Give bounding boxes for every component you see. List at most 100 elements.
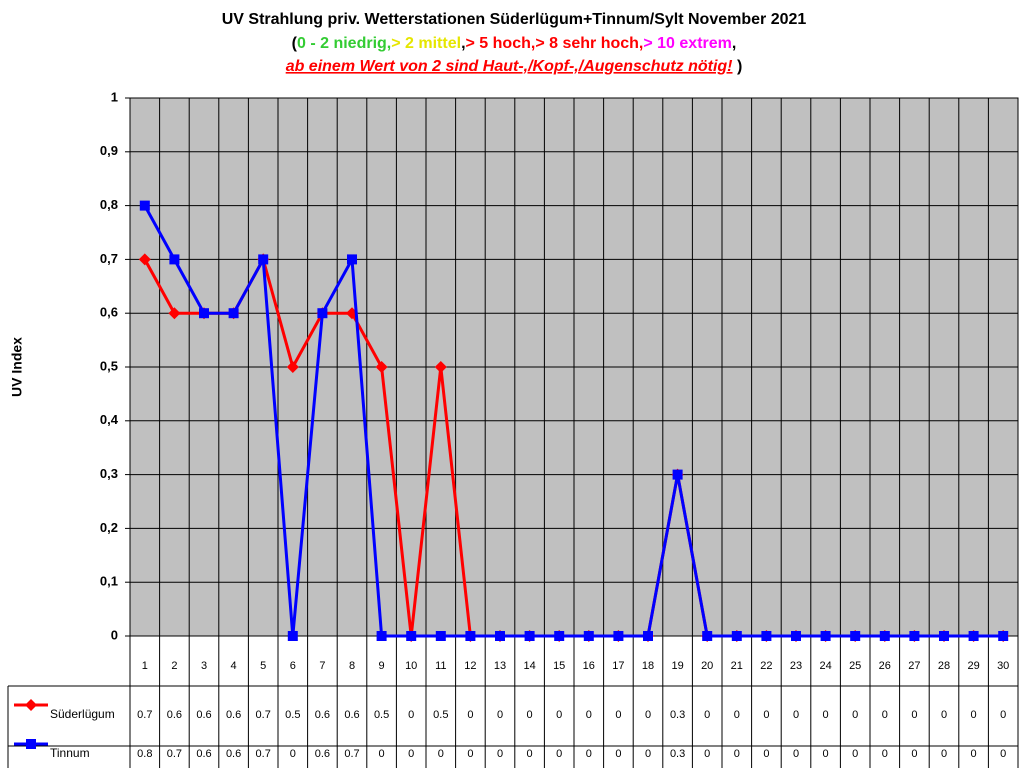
x-tick-label: 28 (938, 660, 950, 672)
table-value: 0 (734, 709, 740, 721)
table-value: 0 (852, 709, 858, 721)
y-tick-label: 0,7 (100, 251, 118, 266)
table-value: 0 (615, 748, 621, 760)
table-value: 0 (793, 709, 799, 721)
table-value: 0 (911, 748, 917, 760)
y-tick-label: 0,4 (100, 412, 119, 427)
y-tick-label: 0,8 (100, 197, 118, 212)
data-point (228, 308, 239, 319)
table-value: 0.6 (226, 709, 241, 721)
table-value: 0 (823, 748, 829, 760)
x-tick-label: 23 (790, 660, 802, 672)
subtitle: (0 - 2 niedrig,> 2 mittel,> 5 hoch,> 8 s… (292, 35, 737, 52)
table-value: 0.6 (315, 709, 330, 721)
table-value: 0 (793, 748, 799, 760)
x-tick-label: 21 (731, 660, 743, 672)
table-value: 0 (941, 709, 947, 721)
x-tick-label: 6 (290, 660, 296, 672)
data-point (168, 307, 181, 320)
subtitle-segment: > 2 mittel (391, 35, 461, 52)
x-tick-label: 26 (879, 660, 891, 672)
table-value: 0 (763, 709, 769, 721)
data-point (406, 631, 417, 641)
table-value: 0 (734, 748, 740, 760)
x-tick-label: 5 (260, 660, 266, 672)
table-value: 0 (645, 748, 651, 760)
x-tick-label: 15 (553, 660, 565, 672)
x-tick-label: 10 (405, 660, 417, 672)
y-tick-label: 1 (111, 89, 118, 104)
table-value: 0.3 (670, 709, 685, 721)
table-value: 0 (882, 748, 888, 760)
table-value: 0.3 (670, 748, 685, 760)
table-value: 0 (1000, 709, 1006, 721)
table-value: 0.6 (196, 709, 211, 721)
table-value: 0 (408, 748, 414, 760)
table-value: 0 (497, 709, 503, 721)
y-tick-label: 0,2 (100, 520, 118, 535)
x-tick-label: 17 (612, 660, 624, 672)
table-value: 0.6 (315, 748, 330, 760)
table-value: 0 (438, 748, 444, 760)
table-value: 0 (379, 748, 385, 760)
x-tick-label: 8 (349, 660, 355, 672)
table-value: 0 (645, 709, 651, 721)
x-tick-label: 1 (142, 660, 148, 672)
table-value: 0.5 (285, 709, 300, 721)
table-value: 0.7 (167, 748, 182, 760)
table-value: 0 (467, 709, 473, 721)
data-point (820, 631, 831, 641)
table-value: 0 (763, 748, 769, 760)
table-value: 0.6 (226, 748, 241, 760)
x-tick-label: 12 (464, 660, 476, 672)
table-value: 0.8 (137, 748, 152, 760)
x-tick-label: 29 (967, 660, 979, 672)
data-point (643, 631, 653, 641)
x-tick-label: 16 (583, 660, 595, 672)
subtitle-segment: > 10 extrem (643, 35, 732, 52)
table-value: 0.6 (344, 709, 359, 721)
x-tick-label: 3 (201, 660, 207, 672)
x-tick-label: 14 (523, 660, 535, 672)
table-value: 0 (290, 748, 296, 760)
subtitle-segment: 0 - 2 niedrig, (297, 35, 391, 52)
data-point (139, 200, 150, 211)
chart-title: UV Strahlung priv. Wetterstationen Süder… (222, 11, 807, 28)
data-point (375, 361, 388, 373)
y-tick-label: 0,6 (100, 305, 118, 320)
data-point (347, 254, 357, 265)
x-tick-label: 4 (231, 660, 237, 672)
data-point (554, 631, 565, 641)
x-tick-label: 7 (319, 660, 325, 672)
table-value: 0.7 (256, 709, 271, 721)
table-value: 0 (852, 748, 858, 760)
table-value: 0.7 (137, 709, 152, 721)
subtitle: ab einem Wert von 2 sind Haut-,/Kopf-,/A… (286, 58, 743, 75)
y-tick-label: 0,5 (100, 358, 118, 373)
data-point (909, 631, 920, 641)
y-tick-label: 0,1 (100, 574, 118, 589)
data-point (287, 631, 298, 641)
x-tick-label: 20 (701, 660, 713, 672)
table-value: 0 (467, 748, 473, 760)
data-point (702, 631, 713, 641)
data-point (879, 631, 890, 641)
table-value: 0 (527, 748, 533, 760)
table-value: 0.5 (374, 709, 389, 721)
data-point (761, 631, 772, 641)
table-value: 0.7 (344, 748, 359, 760)
table-value: 0 (527, 709, 533, 721)
data-point (465, 631, 476, 641)
data-point (495, 631, 505, 641)
table-value: 0 (1000, 748, 1006, 760)
y-tick-label: 0 (111, 627, 118, 642)
data-point (968, 631, 979, 641)
subtitle-segment: > 8 sehr hoch, (535, 35, 643, 52)
data-point (850, 631, 861, 641)
x-tick-label: 22 (760, 660, 772, 672)
y-axis-label: UV Index (9, 337, 25, 397)
table-value: 0 (704, 748, 710, 760)
data-point (939, 631, 949, 641)
table-value: 0 (971, 748, 977, 760)
